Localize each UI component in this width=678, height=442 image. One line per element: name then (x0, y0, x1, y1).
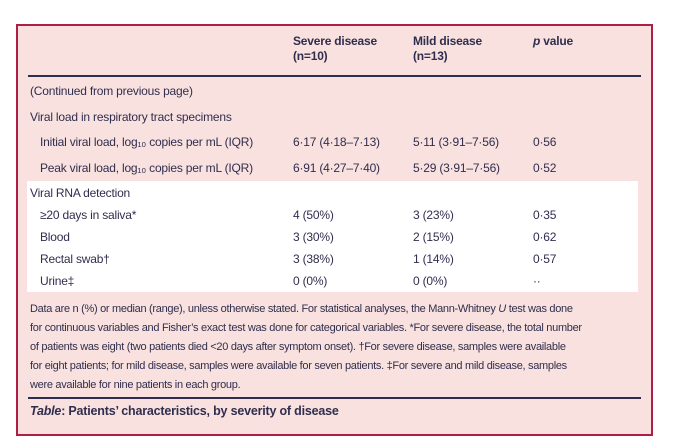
row-continued-note: (Continued from previous page) (18, 77, 651, 104)
row-label: Blood (40, 230, 70, 244)
row-saliva: ≥20 days in saliva* 4 (50%) 3 (23%) 0·35 (27, 204, 638, 226)
column-header-severe-title: Severe disease (293, 34, 377, 48)
footnote-segment: Data are n (%) or median (range), unless… (30, 303, 499, 315)
mild-value: 1 (14%) (413, 252, 454, 266)
row-blood: Blood 3 (30%) 2 (15%) 0·62 (27, 226, 638, 248)
severe-value: 0 (0%) (293, 274, 328, 288)
p-value: 0·35 (533, 208, 557, 222)
viral-rna-section-band: Viral RNA detection ≥20 days in saliva* … (27, 181, 638, 292)
p-symbol: p (533, 34, 541, 48)
row-label: ≥20 days in saliva* (40, 208, 137, 222)
row-label: Initial viral load, log₁₀ copies per mL … (40, 135, 254, 149)
section-label: Viral RNA detection (30, 185, 131, 200)
footnote-line: for continuous variables and Fisher’s ex… (30, 322, 582, 334)
mild-value: 0 (0%) (413, 274, 448, 288)
mild-value: 5·29 (3·91–7·56) (413, 161, 500, 175)
severe-value: 3 (30%) (293, 230, 334, 244)
table-caption: Table: Patients’ characteristics, by sev… (18, 399, 651, 423)
row-initial-viral-load: Initial viral load, log₁₀ copies per mL … (18, 129, 651, 155)
p-value: 0·56 (533, 135, 557, 149)
row-section-viral-rna: Viral RNA detection (27, 181, 638, 204)
mild-value: 2 (15%) (413, 230, 454, 244)
row-label: Urine‡ (40, 274, 75, 288)
column-header-severe-n: (n=10) (293, 49, 328, 63)
table-header-row: Severe disease (n=10) Mild disease (n=13… (18, 26, 651, 75)
footnote-line: were available for nine patients in each… (30, 379, 241, 391)
p-value: 0·57 (533, 252, 557, 266)
severe-value: 3 (38%) (293, 252, 334, 266)
column-header-pvalue: p value (533, 34, 651, 75)
footnote-line: for eight patients; for mild disease, sa… (30, 360, 567, 372)
row-peak-viral-load: Peak viral load, log₁₀ copies per mL (IQ… (18, 155, 651, 181)
footnote-line: Data are n (%) or median (range), unless… (30, 300, 639, 319)
footnote-segment: test was done (505, 303, 573, 315)
column-header-mild: Mild disease (n=13) (413, 34, 533, 75)
mild-value: 5·11 (3·91–7·56) (413, 135, 499, 149)
severe-value: 6·17 (4·18–7·13) (293, 135, 380, 149)
row-label: (Continued from previous page) (30, 83, 193, 98)
row-urine: Urine‡ 0 (0%) 0 (0%) ·· (27, 270, 638, 292)
severe-value: 6·91 (4·27–7·40) (293, 161, 380, 175)
footnote-text: Data are n (%) or median (range), unless… (18, 292, 651, 395)
row-label: Rectal swab† (40, 252, 110, 266)
footnote-line: of patients was eight (two patients died… (30, 341, 566, 353)
p-value: 0·52 (533, 161, 557, 175)
severe-value: 4 (50%) (293, 208, 334, 222)
column-header-mild-title: Mild disease (413, 34, 482, 48)
caption-table-word: Table (30, 403, 62, 418)
header-divider (28, 75, 641, 77)
row-label: Peak viral load, log₁₀ copies per mL (IQ… (40, 161, 253, 175)
p-value: 0·62 (533, 230, 557, 244)
p-value: ·· (533, 274, 541, 288)
column-header-empty (18, 34, 293, 75)
caption-divider (28, 397, 641, 399)
row-rectal-swab: Rectal swab† 3 (38%) 1 (14%) 0·57 (27, 248, 638, 270)
row-section-viral-load: Viral load in respiratory tract specimen… (18, 104, 651, 129)
column-header-mild-n: (n=13) (413, 49, 448, 63)
column-header-severe: Severe disease (n=10) (293, 34, 413, 75)
patients-characteristics-table: Severe disease (n=10) Mild disease (n=13… (16, 24, 653, 436)
caption-title: : Patients’ characteristics, by severity… (61, 403, 339, 418)
section-label: Viral load in respiratory tract specimen… (30, 109, 232, 124)
p-value-word: value (540, 34, 573, 48)
mild-value: 3 (23%) (413, 208, 454, 222)
footnote-u-statistic: U (498, 303, 506, 315)
